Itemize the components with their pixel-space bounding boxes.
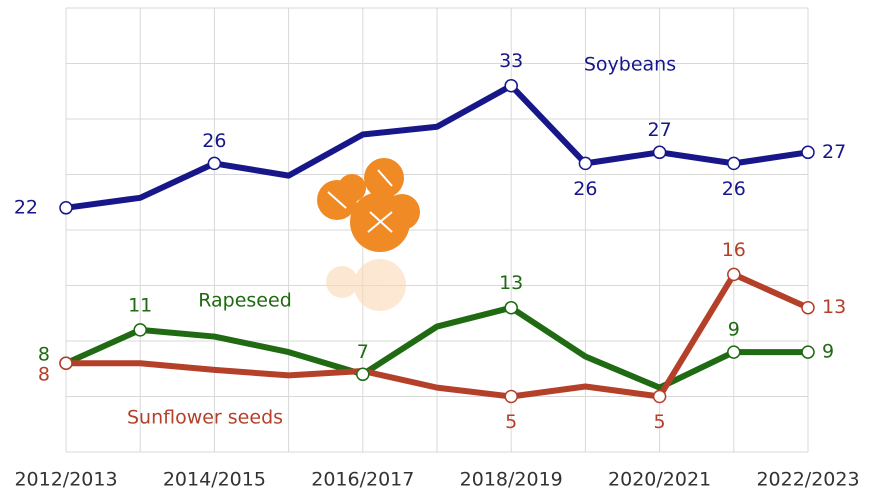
data-label: 33 [499,50,523,72]
x-tick-label: 2018/2019 [460,469,563,491]
point-marker [801,145,815,160]
data-label: 27 [648,119,672,141]
data-label: 9 [728,319,740,341]
data-label: 27 [822,141,846,163]
point-marker [356,367,370,382]
data-label: 26 [573,178,597,200]
data-label: 16 [722,239,746,261]
point-marker [578,156,593,171]
series-line [64,304,808,391]
data-label: 11 [128,294,152,316]
series-label: Soybeans [584,54,676,76]
point-marker [133,323,147,337]
data-label: 26 [202,130,226,152]
point-marker [59,201,73,215]
point-marker [504,300,518,315]
data-label: 22 [14,196,38,218]
point-marker [727,267,741,282]
series-line [66,271,810,400]
series-label: Sunflower seeds [127,407,283,429]
point-marker [652,145,667,160]
point-marker [727,156,741,171]
data-label: 26 [722,178,746,200]
data-label: 8 [38,344,50,366]
data-label: 9 [822,341,834,363]
x-tick-label: 2014/2015 [163,469,266,491]
point-marker [652,389,667,404]
data-label: 7 [357,341,369,363]
x-tick-label: 2012/2013 [14,469,117,491]
point-marker [801,345,815,359]
data-label: 13 [822,296,846,318]
x-tick-label: 2022/2023 [756,469,859,491]
x-tick-label: 2016/2017 [311,469,414,491]
point-marker [801,300,815,315]
data-label: 5 [505,411,517,433]
point-marker [207,156,222,171]
point-marker [727,345,741,359]
point-marker [59,356,73,370]
data-label: 8 [38,364,50,386]
data-label: 13 [499,272,523,294]
point-marker [504,78,518,93]
x-tick-label: 2020/2021 [608,469,711,491]
data-label: 5 [654,411,666,433]
point-marker [504,389,518,404]
series-label: Rapeseed [198,290,292,312]
flower-icon [317,158,420,311]
series-line [65,82,809,211]
